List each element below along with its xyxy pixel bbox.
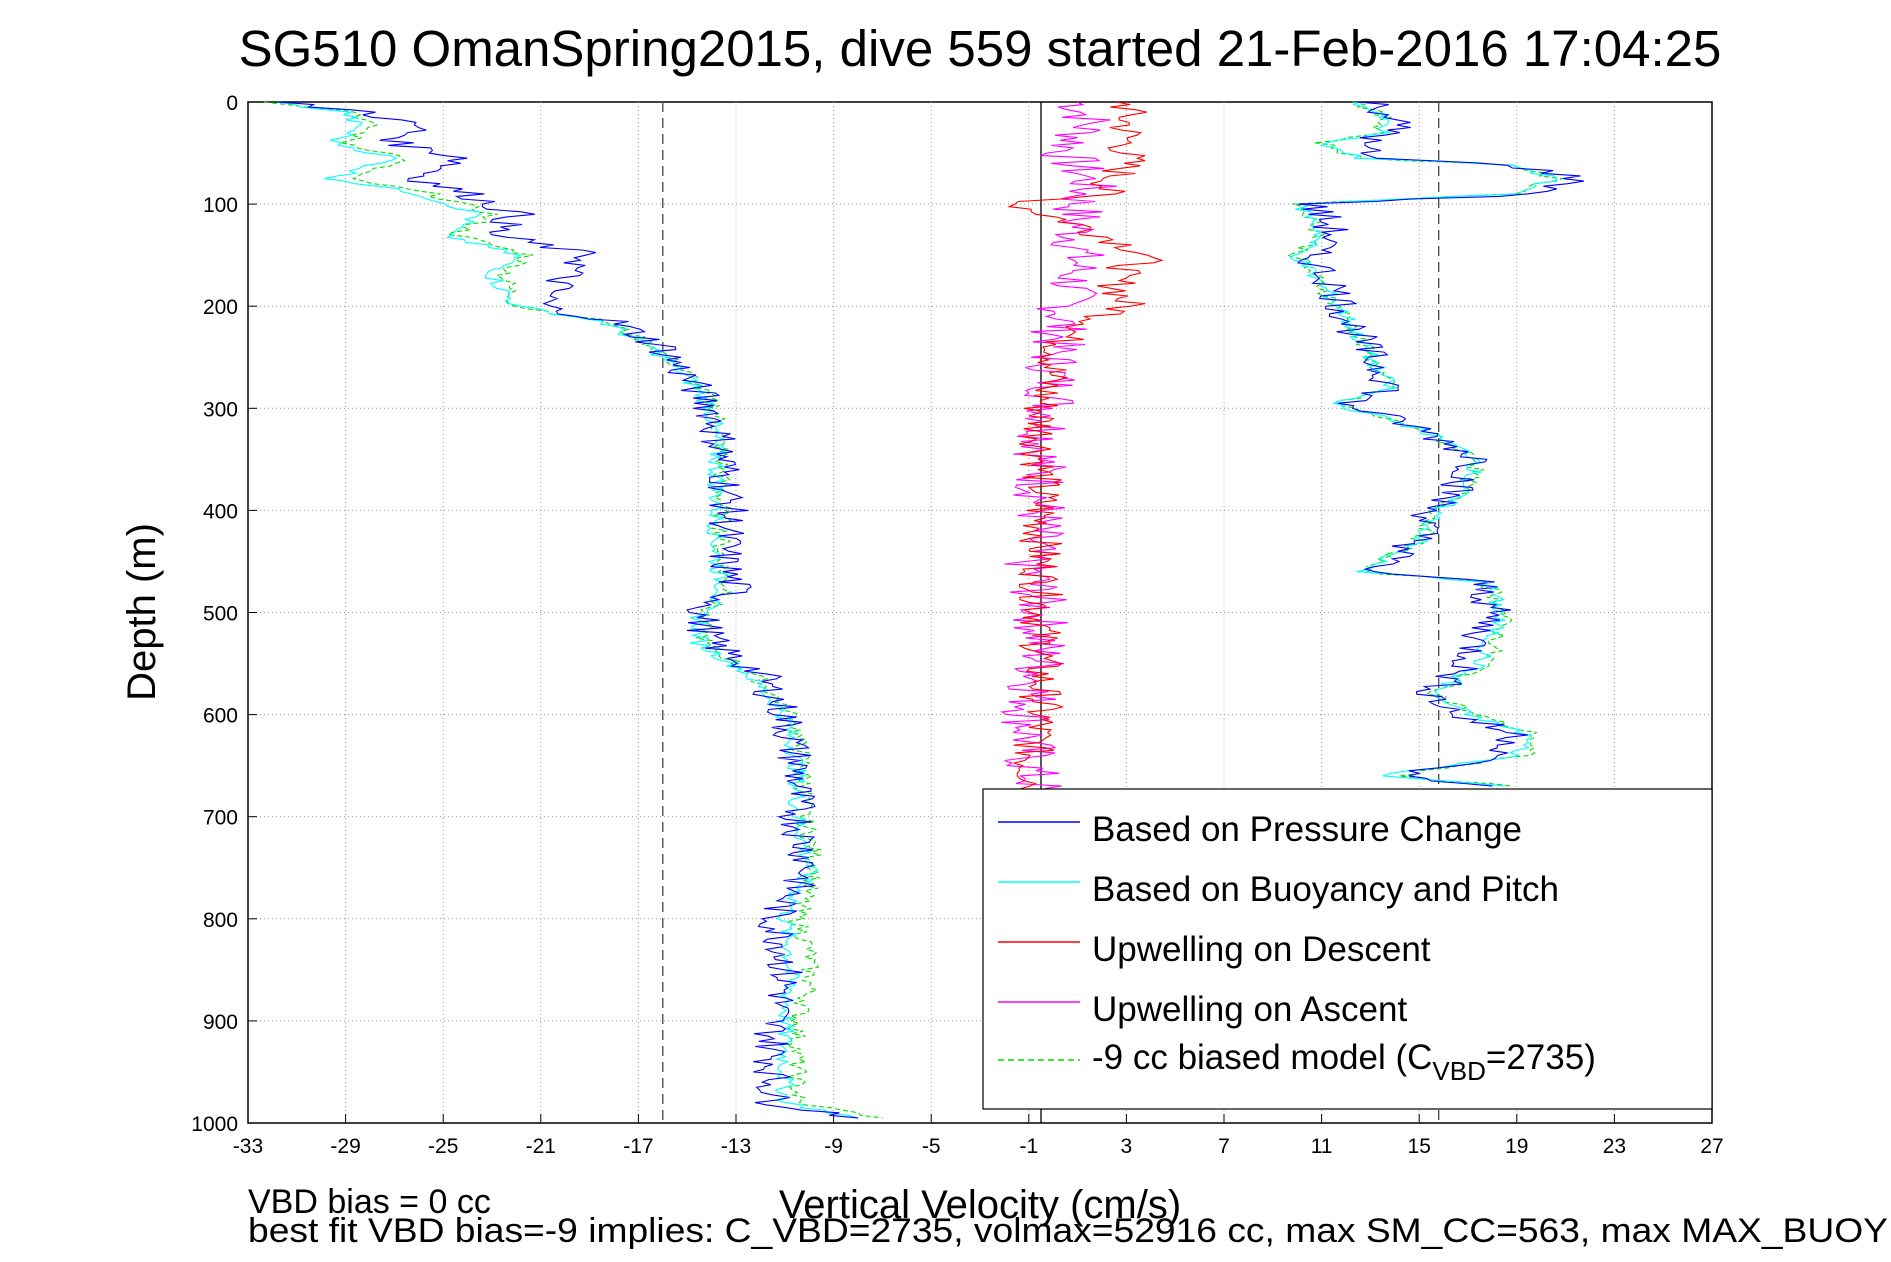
y-tick-label: 500 — [203, 603, 238, 626]
series-biased-model-ascent — [1286, 101, 1563, 787]
x-tick-label: -17 — [623, 1135, 653, 1158]
x-tick-label: -33 — [233, 1135, 263, 1158]
y-tick-label: 800 — [203, 909, 238, 932]
legend: Based on Pressure Change Based on Buoyan… — [982, 788, 1713, 1110]
legend-box — [982, 788, 1713, 1110]
legend-entry-up-ascent: Upwelling on Ascent — [1092, 990, 1407, 1029]
y-tick-labels: 0 100 200 300 400 500 600 700 800 900 1000 — [191, 92, 238, 1136]
y-tick-label: 0 — [226, 92, 238, 115]
footnote-best-fit: best fit VBD bias=-9 implies: C_VBD=2735… — [248, 1212, 1888, 1250]
legend-entry-biased: -9 cc biased model (CVBD=2735) — [1092, 1038, 1596, 1086]
x-tick-label: -9 — [824, 1135, 843, 1158]
series-group — [263, 101, 1585, 1119]
series-pressure-ascent — [1296, 101, 1585, 787]
grid-lines — [247, 101, 1713, 1124]
y-axis-label: Depth (m) — [120, 523, 164, 701]
legend-entry-buoyancy: Based on Buoyancy and Pitch — [1092, 870, 1559, 909]
legend-entry-up-descent: Upwelling on Descent — [1092, 930, 1431, 969]
x-tick-label: -5 — [922, 1135, 941, 1158]
x-tick-label: 23 — [1603, 1135, 1626, 1158]
y-tick-label: 400 — [203, 500, 238, 523]
x-axis-label: Vertical Velocity (cm/s) — [779, 1183, 1181, 1227]
y-tick-label: 900 — [203, 1011, 238, 1034]
legend-biased-suffix: =2735) — [1486, 1038, 1596, 1077]
legend-biased-main: -9 cc biased model (C — [1092, 1038, 1432, 1077]
x-tick-label: 19 — [1505, 1135, 1528, 1158]
series-upwelling-ascent — [1000, 101, 1117, 797]
x-tick-label: 15 — [1408, 1135, 1431, 1158]
x-tick-label: -25 — [428, 1135, 458, 1158]
y-tick-label: 100 — [203, 194, 238, 217]
x-tick-label: -29 — [330, 1135, 360, 1158]
x-tick-label: -1 — [1019, 1135, 1038, 1158]
y-tick-label: 200 — [203, 296, 238, 319]
y-tick-label: 1000 — [191, 1113, 238, 1136]
series-pressure-descent — [276, 101, 859, 1119]
x-tick-label: 27 — [1700, 1135, 1723, 1158]
legend-entry-pressure: Based on Pressure Change — [1092, 810, 1522, 849]
x-tick-label: 3 — [1121, 1135, 1133, 1158]
y-tick-label: 300 — [203, 398, 238, 421]
x-tick-label: 11 — [1311, 1135, 1333, 1158]
chart-title: SG510 OmanSpring2015, dive 559 started 2… — [239, 20, 1722, 77]
series-upwelling-descent — [1007, 101, 1164, 797]
footnote-bias: VBD bias = 0 cc — [248, 1183, 491, 1221]
series-biased-model-descent — [263, 101, 883, 1119]
series-buoyancy-ascent — [1289, 101, 1558, 787]
y-tick-label: 700 — [203, 807, 238, 830]
legend-biased-sub: VBD — [1432, 1056, 1485, 1086]
y-tick-label: 600 — [203, 705, 238, 728]
x-tick-labels: -33 -29 -25 -21 -17 -13 -9 -5 -1 3 7 11 15 19 23 27 — [233, 1135, 1724, 1158]
series-buoyancy-descent — [277, 101, 859, 1119]
x-tick-label: 7 — [1218, 1135, 1230, 1158]
x-tick-label: -21 — [526, 1135, 556, 1158]
x-tick-label: -13 — [721, 1135, 751, 1158]
